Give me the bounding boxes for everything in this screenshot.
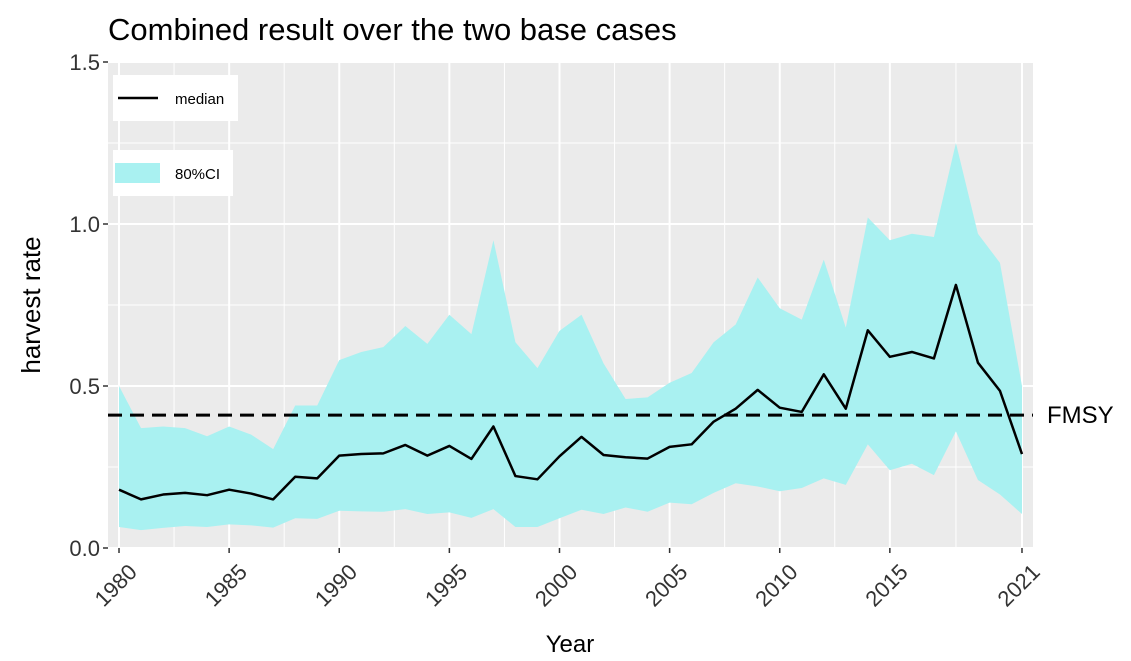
y-tick-label: 0.0 xyxy=(69,536,100,561)
x-tick-label: 2010 xyxy=(750,559,802,611)
x-tick-label: 1995 xyxy=(420,559,472,611)
legend-label: median xyxy=(175,91,224,108)
x-tick-label: 2015 xyxy=(860,559,912,611)
x-tick-label: 1990 xyxy=(310,559,362,611)
median-line xyxy=(118,283,1024,501)
x-tick-label: 2005 xyxy=(640,559,692,611)
reference-label: FMSY xyxy=(1047,402,1114,429)
x-tick-label: 1980 xyxy=(90,559,142,611)
ci-band xyxy=(119,143,1022,531)
y-tick-label: 0.5 xyxy=(69,374,100,399)
x-axis-title: Year xyxy=(546,631,595,658)
x-tick-label: 1985 xyxy=(200,559,252,611)
y-tick-label: 1.5 xyxy=(69,50,100,75)
legend-key xyxy=(115,163,160,183)
y-tick-label: 1.0 xyxy=(69,212,100,237)
x-tick-label: 2000 xyxy=(530,559,582,611)
chart-title: Combined result over the two base cases xyxy=(108,12,677,47)
legend-label: 80%CI xyxy=(175,166,220,183)
x-tick-label: 2021 xyxy=(993,559,1045,611)
y-axis-title: harvest rate xyxy=(16,236,46,373)
